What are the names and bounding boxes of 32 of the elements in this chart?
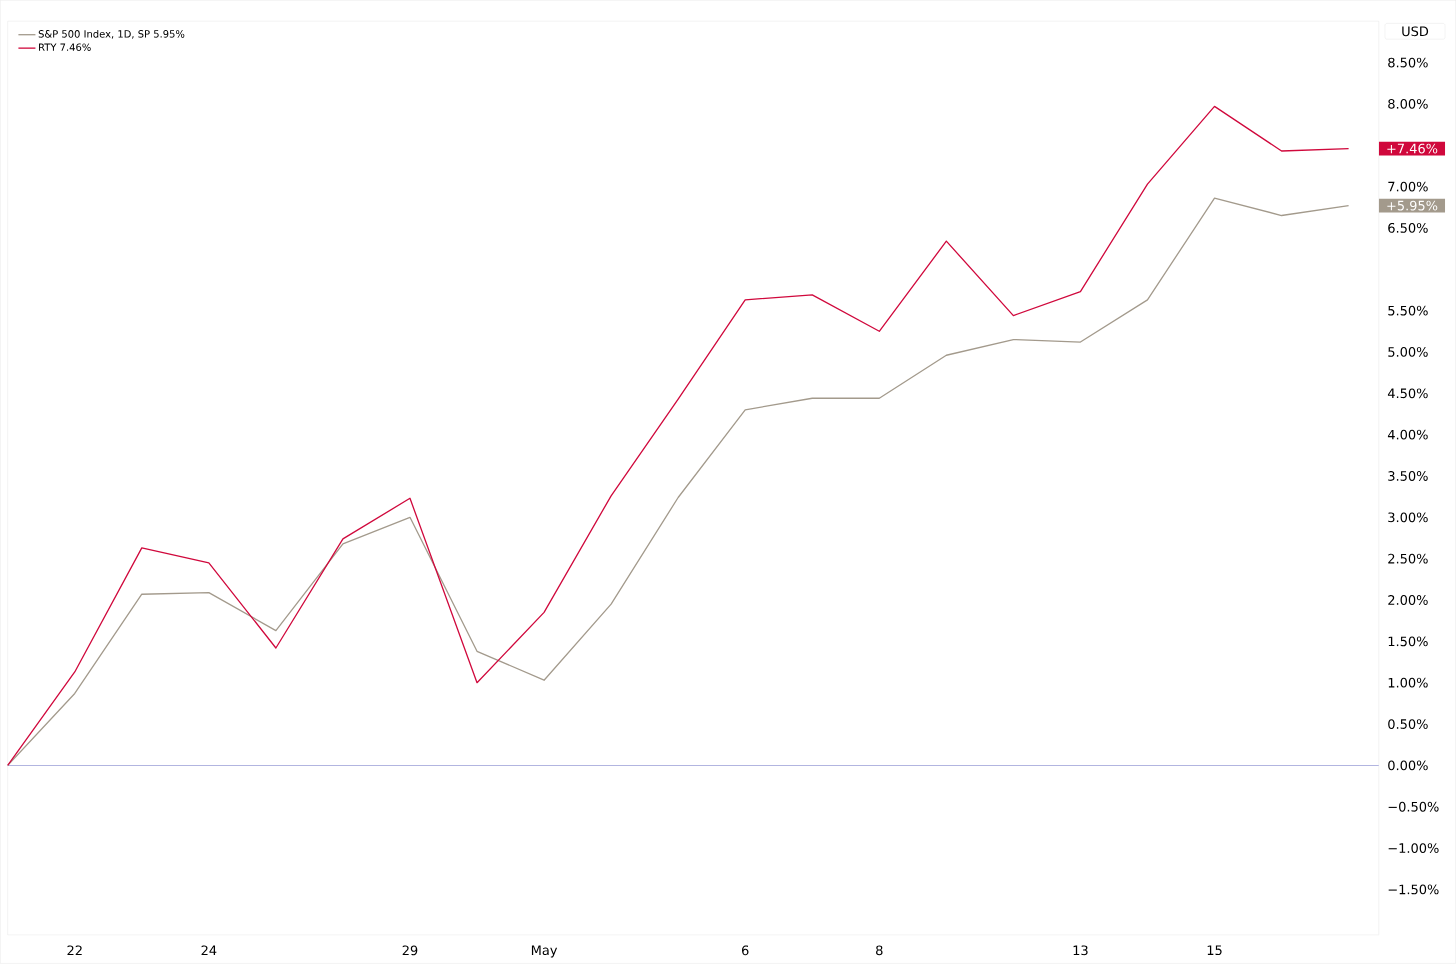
x-tick-label: 8 xyxy=(876,945,883,956)
text: +7.46% xyxy=(1387,143,1438,154)
y-tick-label: 1.00% xyxy=(1388,677,1428,688)
y-axis-title: USD xyxy=(1402,26,1429,37)
x-tick-label: 15 xyxy=(1207,945,1222,956)
y-tick-label: 0.50% xyxy=(1388,719,1428,730)
y-tick-label: 8.50% xyxy=(1388,57,1428,68)
x-tick-label: 24 xyxy=(201,945,217,956)
legend-label: RTY 7.46% xyxy=(39,43,91,52)
y-tick-label: −0.50% xyxy=(1388,802,1439,812)
y-tick-label: 4.00% xyxy=(1387,429,1428,440)
y-tick-label: 2.50% xyxy=(1388,553,1428,564)
y-tick-label: 5.00% xyxy=(1388,347,1428,358)
y-tick-label: 3.50% xyxy=(1388,471,1428,482)
y-tick-label: 0.00% xyxy=(1388,760,1428,771)
y-tick-label: 1.50% xyxy=(1388,636,1428,647)
x-tick-label: 22 xyxy=(67,945,82,956)
y-tick-label: 5.50% xyxy=(1388,305,1428,316)
x-tick-label: 29 xyxy=(402,945,418,956)
y-tick-label: 4.50% xyxy=(1387,388,1428,399)
y-tick-label: 7.00% xyxy=(1388,181,1428,192)
x-tick-label: 6 xyxy=(741,945,749,956)
legend-label: S&P 500 Index, 1D, SP 5.95% xyxy=(38,30,185,39)
y-tick-label: −1.50% xyxy=(1388,884,1439,895)
x-tick-label: May xyxy=(531,945,558,958)
y-tick-label: 8.00% xyxy=(1388,99,1428,109)
x-tick-label: 13 xyxy=(1073,945,1088,956)
y-tick-label: 2.00% xyxy=(1388,595,1428,606)
y-tick-label: 3.00% xyxy=(1388,512,1428,523)
y-tick-label: −1.00% xyxy=(1388,843,1439,854)
y-tick-label: 6.50% xyxy=(1388,223,1428,234)
text: +5.95% xyxy=(1387,200,1438,211)
